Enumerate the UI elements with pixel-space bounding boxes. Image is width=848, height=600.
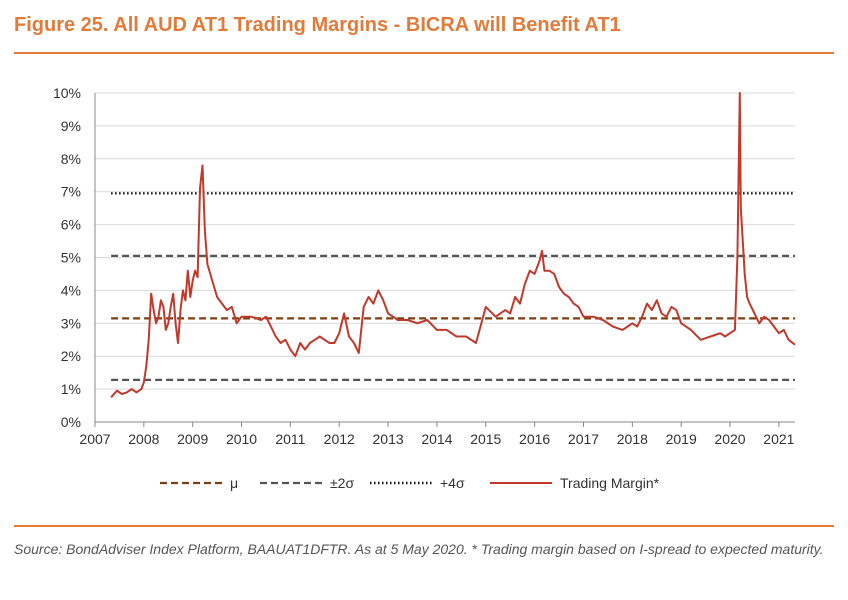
legend-label: +4σ [440, 475, 465, 491]
x-tick-label: 2015 [470, 431, 501, 447]
y-tick-label: 2% [61, 348, 81, 364]
y-tick-label: 8% [61, 151, 81, 167]
x-tick-label: 2014 [421, 431, 452, 447]
x-tick-label: 2019 [666, 431, 697, 447]
x-tick-label: 2021 [763, 431, 794, 447]
y-axis: 0% 1% 2% 3% 4% 5% 6% 7% 8% 9% 10% [53, 85, 96, 430]
source-note: Source: BondAdviser Index Platform, BAAU… [14, 541, 824, 557]
y-tick-label: 0% [61, 414, 81, 430]
y-tick-label: 1% [61, 381, 81, 397]
x-tick-label: 2008 [128, 431, 159, 447]
x-tick-label: 2012 [324, 431, 355, 447]
y-tick-label: 7% [61, 184, 81, 200]
x-tick-label: 2009 [177, 431, 208, 447]
x-axis: 2007 2008 2009 2010 2011 2012 2013 2014 2015 2016… [79, 421, 795, 447]
legend-label: μ [230, 475, 238, 491]
y-tick-label: 6% [61, 217, 81, 233]
legend-label: Trading Margin* [560, 475, 660, 491]
x-tick-label: 2007 [79, 431, 110, 447]
figure-title: Figure 25. All AUD AT1 Trading Margins -… [14, 14, 621, 36]
grid-lines [95, 92, 795, 390]
title-divider [14, 52, 834, 54]
legend: μ ±2σ +4σ Trading Margin* [160, 475, 660, 491]
series-group [110, 92, 796, 398]
y-tick-label: 4% [61, 282, 81, 298]
y-tick-label: 3% [61, 315, 81, 331]
x-tick-label: 2017 [568, 431, 599, 447]
x-tick-label: 2013 [373, 431, 404, 447]
trading-margin-line [110, 92, 796, 398]
x-tick-label: 2010 [226, 431, 257, 447]
trading-margin-chart: 0% 1% 2% 3% 4% 5% 6% 7% 8% 9% 10% 2007 2008 2009 2010… [53, 85, 796, 491]
y-tick-label: 9% [61, 118, 81, 134]
x-tick-label: 2016 [519, 431, 550, 447]
x-tick-label: 2011 [275, 431, 305, 447]
x-tick-label: 2018 [617, 431, 648, 447]
legend-label: ±2σ [330, 475, 354, 491]
source-divider [14, 525, 834, 527]
x-tick-label: 2020 [714, 431, 745, 447]
y-tick-label: 10% [53, 85, 81, 101]
y-tick-label: 5% [61, 250, 81, 266]
